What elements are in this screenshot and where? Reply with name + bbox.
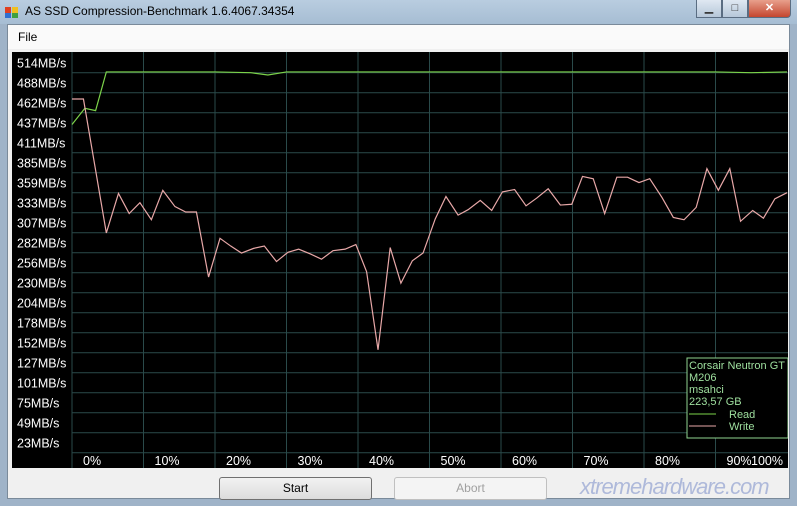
x-tick-label: 10%	[155, 454, 180, 468]
legend-label-write: Write	[729, 421, 754, 433]
y-tick-label: 282MB/s	[17, 237, 66, 251]
legend-drive: Corsair Neutron GT	[689, 360, 785, 372]
y-tick-label: 204MB/s	[17, 297, 66, 311]
x-tick-label: 20%	[226, 454, 251, 468]
legend-box	[686, 357, 788, 439]
legend-driver: msahci	[689, 384, 724, 396]
maximize-button[interactable]: □	[722, 0, 748, 18]
y-tick-label: 127MB/s	[17, 357, 66, 371]
x-tick-label: 80%	[655, 454, 680, 468]
abort-button[interactable]: Abort	[394, 477, 547, 500]
legend-firmware: M206	[689, 372, 717, 384]
menu-file[interactable]: File	[18, 30, 38, 44]
y-tick-label: 178MB/s	[17, 317, 66, 331]
y-tick-label: 49MB/s	[17, 417, 59, 431]
y-tick-label: 514MB/s	[17, 57, 66, 71]
y-tick-label: 256MB/s	[17, 257, 66, 271]
series-line-read	[71, 71, 788, 125]
y-tick-label: 488MB/s	[17, 77, 66, 91]
y-tick-label: 101MB/s	[17, 377, 66, 391]
y-tick-label: 462MB/s	[17, 97, 66, 111]
y-tick-label: 359MB/s	[17, 177, 66, 191]
window-title: AS SSD Compression-Benchmark 1.6.4067.34…	[25, 4, 295, 18]
watermark: xtremehardware.com	[580, 474, 770, 499]
y-tick-label: 152MB/s	[17, 337, 66, 351]
y-tick-label: 437MB/s	[17, 117, 66, 131]
legend-size: 223,57 GB	[689, 396, 742, 408]
title-bar: AS SSD Compression-Benchmark 1.6.4067.34…	[0, 0, 797, 24]
x-tick-label: 0%	[83, 454, 101, 468]
y-tick-label: 75MB/s	[17, 397, 59, 411]
y-tick-label: 385MB/s	[17, 157, 66, 171]
menu-bar: File	[8, 25, 789, 49]
close-button[interactable]: ✕	[748, 0, 791, 18]
y-tick-label: 23MB/s	[17, 437, 59, 451]
minimize-button[interactable]: ▁	[696, 0, 722, 18]
series-line-write	[72, 98, 788, 350]
y-tick-label: 307MB/s	[17, 217, 66, 231]
app-icon	[5, 7, 18, 18]
x-tick-label: 40%	[369, 454, 394, 468]
x-tick-label: 30%	[298, 454, 323, 468]
x-tick-label: 60%	[512, 454, 537, 468]
y-tick-label: 411MB/s	[17, 137, 65, 151]
chart-svg: 514MB/s 488MB/s 462MB/s 437MB/s 411MB/s 385MB…	[17, 52, 788, 468]
start-button[interactable]: Start	[219, 477, 372, 500]
x-tick-label: 90%	[727, 454, 752, 468]
x-tick-label: 70%	[584, 454, 609, 468]
y-tick-label: 230MB/s	[17, 277, 66, 291]
benchmark-chart: 514MB/s 488MB/s 462MB/s 437MB/s 411MB/s 385MB…	[12, 52, 788, 468]
x-tick-label: 100%	[751, 454, 783, 468]
x-tick-label: 50%	[441, 454, 466, 468]
y-tick-label: 333MB/s	[17, 197, 66, 211]
legend-label-read: Read	[729, 409, 755, 421]
